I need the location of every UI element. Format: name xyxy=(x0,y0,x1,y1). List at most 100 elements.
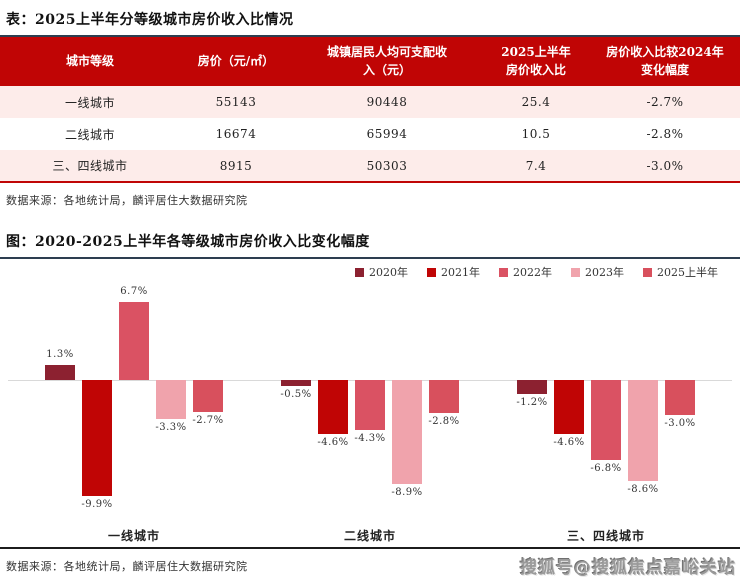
bar-value-label: 6.7% xyxy=(120,285,148,297)
bar-cell: -0.5% xyxy=(280,285,312,523)
chart-title: 图：2020-2025上半年各等级城市房价收入比变化幅度 xyxy=(6,234,370,250)
legend-swatch-icon xyxy=(499,267,508,277)
table-row: 一线城市 55143 90448 25.4 -2.7% xyxy=(0,86,740,118)
bar-cell: -3.3% xyxy=(155,285,186,523)
bar xyxy=(429,380,459,413)
table-header-cell: 房价收入比较2024年 变化幅度 xyxy=(590,37,740,86)
chart-source-note: 数据来源：各地统计局，麟评居住大数据研究院 xyxy=(6,559,248,573)
legend-item: 2022年 xyxy=(499,264,552,280)
bar xyxy=(628,380,658,481)
bar-value-label: -4.3% xyxy=(354,433,386,445)
bar xyxy=(591,380,621,460)
legend-item: 2021年 xyxy=(427,264,480,280)
bar-cell: -9.9% xyxy=(81,285,113,523)
legend-label: 2022年 xyxy=(513,266,552,279)
bar-value-label: -0.5% xyxy=(280,388,312,400)
x-axis-category-label: 二线城市 xyxy=(343,529,396,543)
watermark-text: 搜狐号@搜狐焦点嘉峪关站 xyxy=(520,558,736,578)
bar-value-label: -1.2% xyxy=(516,397,548,409)
bar xyxy=(355,380,385,431)
table-body: 一线城市 55143 90448 25.4 -2.7% 二线城市 16674 65994 10.… xyxy=(0,86,740,182)
legend-swatch-icon xyxy=(643,267,652,277)
table-cell: 7.4 xyxy=(525,158,547,173)
chart-plot: 1.3% -9.9% 6.7% -3.3% -2.7% -0.5% -4.6% -4.3% -8… xyxy=(8,285,732,523)
table-cell: 25.4 xyxy=(521,95,551,109)
legend-label: 2025上半年 xyxy=(657,266,718,279)
bar-value-label: -2.8% xyxy=(428,415,460,427)
bar-cell: -8.6% xyxy=(627,285,659,523)
legend-swatch-icon xyxy=(427,267,436,277)
bar xyxy=(193,380,223,412)
price-income-table: 城市等级 房价（元/㎡） 城镇居民人均可支配收 入（元） 2025上半年 房价收入比房… xyxy=(0,37,740,183)
bar-group: -1.2% -4.6% -6.8% -8.6% -3.0% xyxy=(488,285,724,523)
chart-x-axis-labels: 一线城市 二线城市 三、四线城市 xyxy=(16,523,724,547)
footer: 数据来源：各地统计局，麟评居住大数据研究院 搜狐号@搜狐焦点嘉峪关站 xyxy=(0,549,740,578)
legend-label: 2023年 xyxy=(585,266,624,279)
table-title: 表：2025上半年分等级城市房价收入比情况 xyxy=(6,12,294,28)
title-divider xyxy=(0,35,740,37)
table-cell: -2.8% xyxy=(646,127,684,141)
table-cell: 一线城市 xyxy=(64,95,115,110)
legend-item: 2025上半年 xyxy=(643,264,718,280)
bar-chart: 2020年 2021年 2022年 2023年 2025上半年 1.3% -9.9% 6.7… xyxy=(0,259,740,547)
bar-value-label: 1.3% xyxy=(46,348,74,360)
table-head: 城市等级 房价（元/㎡） 城镇居民人均可支配收 入（元） 2025上半年 房价收入比房… xyxy=(0,37,740,86)
bar-cell: -4.6% xyxy=(317,285,349,523)
bar-value-label: -9.9% xyxy=(81,498,113,510)
bar xyxy=(554,380,584,434)
bar xyxy=(156,380,186,419)
bar-group: -0.5% -4.6% -4.3% -8.9% -2.8% xyxy=(252,285,488,523)
table-row: 三、四线城市 8915 50303 7.4 -3.0% xyxy=(0,150,740,182)
table-header-cell: 城镇居民人均可支配收 入（元） xyxy=(292,37,482,86)
footer-divider xyxy=(0,547,740,549)
bar-group: 1.3% -9.9% 6.7% -3.3% -2.7% xyxy=(16,285,252,523)
table-header-cell: 2025上半年 房价收入比 xyxy=(482,37,590,86)
bar-value-label: -6.8% xyxy=(590,462,622,474)
bar-cell: -4.6% xyxy=(553,285,584,523)
table-cell: 16674 xyxy=(215,127,257,141)
table-cell: 65994 xyxy=(366,127,408,141)
legend-label: 2020年 xyxy=(369,266,408,279)
bar-value-label: -8.6% xyxy=(627,483,659,495)
bar xyxy=(119,301,149,380)
legend-label: 2021年 xyxy=(441,266,480,279)
bar xyxy=(665,380,695,416)
x-axis-category-label: 三、四线城市 xyxy=(566,529,645,543)
x-axis-category-label: 一线城市 xyxy=(107,529,160,543)
bar xyxy=(517,380,547,395)
bar-cell: -8.9% xyxy=(391,285,422,523)
bar-cell: 6.7% xyxy=(119,285,149,523)
bar xyxy=(82,380,112,496)
table-cell: -3.0% xyxy=(646,158,684,173)
bar xyxy=(318,380,348,434)
bar-value-label: -2.7% xyxy=(192,414,224,426)
bar-cell: -6.8% xyxy=(590,285,622,523)
table-header-cell: 城市等级 xyxy=(0,37,180,86)
bar-cell: -2.8% xyxy=(428,285,460,523)
bar-value-label: -4.6% xyxy=(317,436,349,448)
chart-title-divider xyxy=(0,257,740,259)
table-cell: 三、四线城市 xyxy=(52,159,128,173)
table-cell: 50303 xyxy=(366,158,408,173)
bar xyxy=(45,364,75,380)
bar-value-label: -3.0% xyxy=(664,418,696,430)
table-cell: 55143 xyxy=(215,95,257,109)
legend-item: 2020年 xyxy=(355,264,408,280)
bar-cell: -3.0% xyxy=(664,285,696,523)
table-cell: 二线城市 xyxy=(64,127,115,142)
table-cell: 10.5 xyxy=(521,127,551,141)
table-header-cell: 房价（元/㎡） xyxy=(180,37,292,86)
table-cell: -2.7% xyxy=(646,95,684,109)
bar xyxy=(281,380,311,386)
bar-cell: -1.2% xyxy=(516,285,548,523)
legend-swatch-icon xyxy=(571,267,580,277)
bar-cell: 1.3% xyxy=(45,285,75,523)
bar-cell: -4.3% xyxy=(354,285,386,523)
table-cell: 8915 xyxy=(219,158,253,173)
legend-swatch-icon xyxy=(355,267,364,277)
bar-cell: -2.7% xyxy=(192,285,224,523)
table-row: 二线城市 16674 65994 10.5 -2.8% xyxy=(0,118,740,150)
table-cell: 90448 xyxy=(366,95,408,109)
legend-item: 2023年 xyxy=(571,264,624,280)
